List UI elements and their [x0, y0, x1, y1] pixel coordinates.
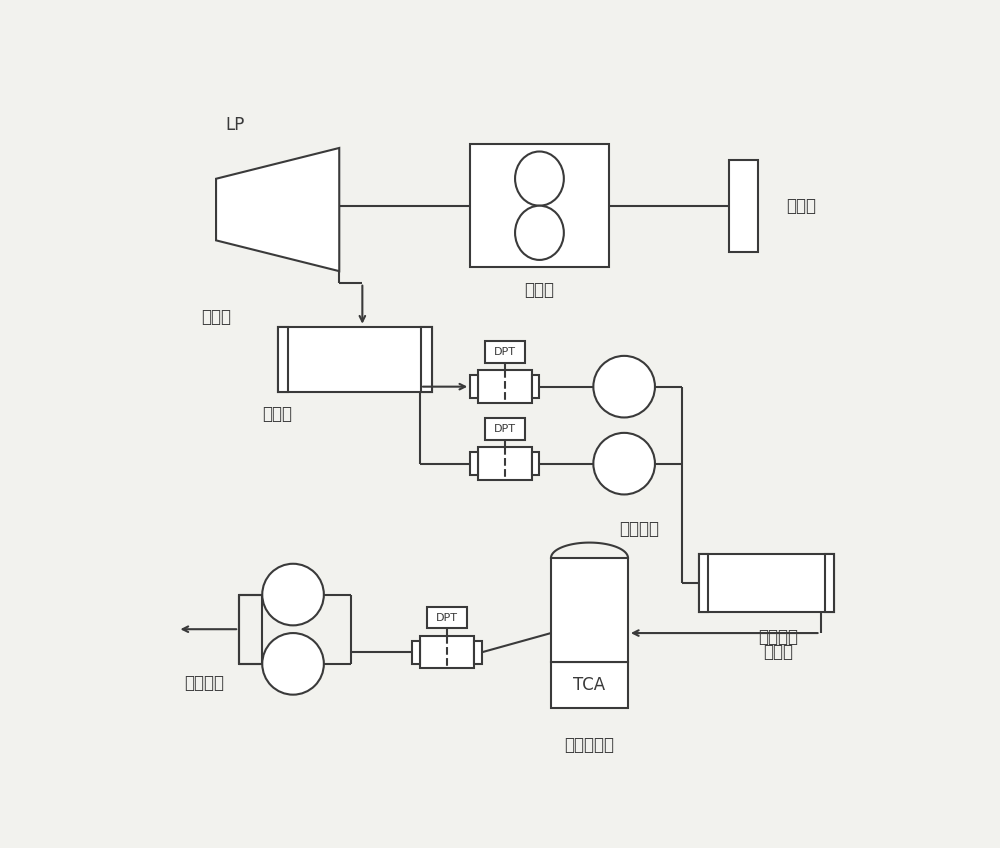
- Bar: [551, 662, 628, 708]
- Bar: [470, 452, 478, 475]
- Bar: [420, 636, 474, 668]
- Text: 真空泵: 真空泵: [524, 282, 554, 299]
- Bar: [470, 144, 609, 267]
- Bar: [729, 159, 758, 252]
- Text: LP: LP: [226, 116, 245, 134]
- Text: DPT: DPT: [494, 424, 516, 434]
- Text: 凝结水泵: 凝结水泵: [620, 520, 660, 538]
- Text: 排气管: 排气管: [786, 197, 816, 215]
- Bar: [239, 594, 262, 664]
- Ellipse shape: [262, 564, 324, 625]
- Bar: [278, 327, 288, 393]
- Bar: [474, 641, 482, 664]
- Bar: [699, 554, 834, 612]
- Text: 余热锅炉: 余热锅炉: [184, 674, 224, 692]
- Bar: [470, 375, 478, 399]
- Bar: [427, 607, 467, 628]
- Bar: [532, 375, 539, 399]
- Ellipse shape: [593, 356, 655, 417]
- Bar: [421, 327, 432, 393]
- Text: 冷却器: 冷却器: [763, 644, 793, 661]
- Bar: [825, 554, 834, 612]
- Bar: [485, 341, 525, 363]
- Bar: [412, 641, 420, 664]
- Bar: [485, 418, 525, 440]
- Bar: [478, 448, 532, 480]
- Ellipse shape: [593, 432, 655, 494]
- Bar: [478, 371, 532, 403]
- Text: 轴封蒸气: 轴封蒸气: [758, 628, 798, 646]
- Bar: [278, 327, 432, 393]
- Polygon shape: [216, 148, 339, 271]
- Ellipse shape: [515, 152, 564, 206]
- Bar: [699, 554, 708, 612]
- Text: DPT: DPT: [436, 612, 458, 622]
- Bar: [532, 452, 539, 475]
- Text: 空气冷却器: 空气冷却器: [564, 736, 614, 754]
- Text: TCA: TCA: [573, 676, 606, 694]
- Ellipse shape: [515, 206, 564, 260]
- Text: DPT: DPT: [494, 347, 516, 357]
- Ellipse shape: [262, 633, 324, 695]
- Text: 凝汽器: 凝汽器: [263, 404, 293, 422]
- Bar: [551, 558, 628, 662]
- Text: 汽轮机: 汽轮机: [201, 309, 231, 326]
